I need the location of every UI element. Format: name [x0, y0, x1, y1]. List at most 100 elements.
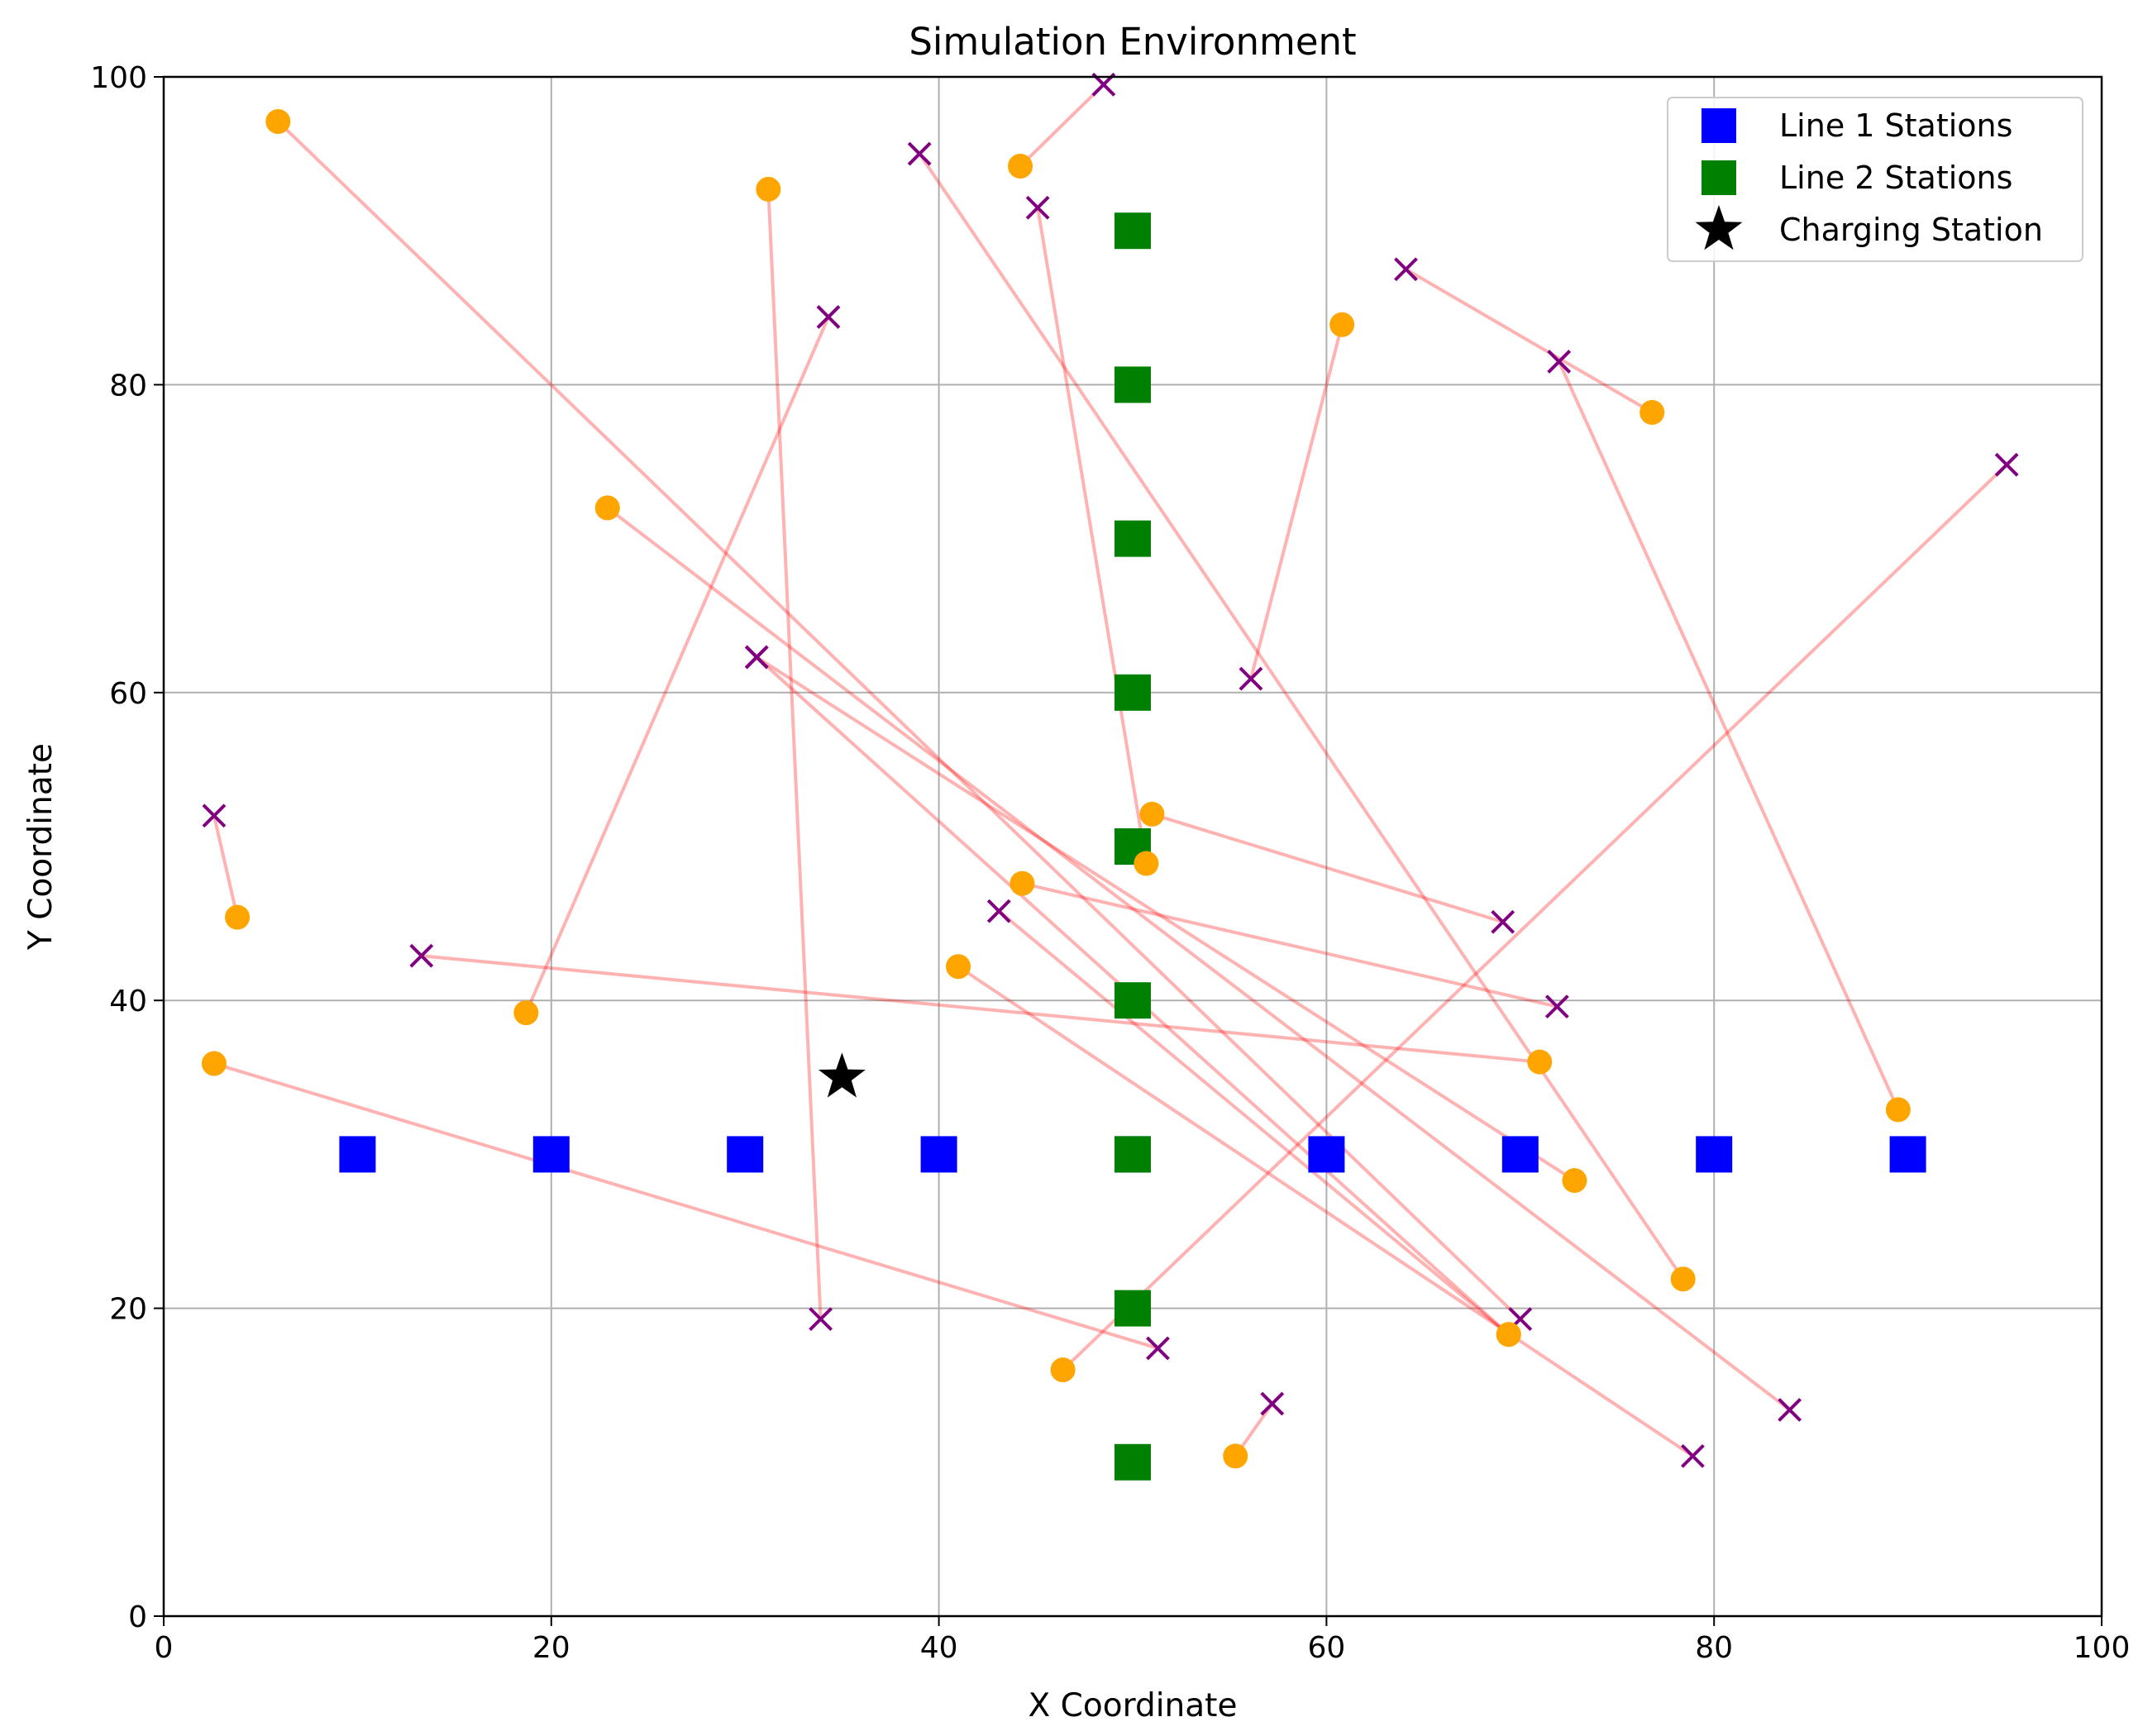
- trip-origin-point: [1562, 1168, 1587, 1194]
- y-tick-label: 40: [109, 985, 147, 1018]
- trip-origin-point: [1639, 399, 1665, 425]
- trip-destination-point: [809, 1307, 833, 1332]
- trip-link: [213, 1061, 1159, 1350]
- trip-origin-point: [1496, 1322, 1521, 1347]
- line1-station-marker: [532, 1136, 570, 1173]
- y-tick-label: 60: [109, 677, 147, 711]
- line1-station-marker: [920, 1136, 957, 1173]
- plot-frame: [162, 75, 2103, 1618]
- line1-station-marker: [727, 1136, 764, 1173]
- x-tick-label: 80: [1695, 1631, 1733, 1665]
- x-tick-label: 40: [920, 1631, 958, 1665]
- legend: Line 1 Stations Line 2 Stations Charging S…: [1667, 97, 2083, 262]
- trip-origin-point: [1223, 1443, 1248, 1469]
- trip-destination-point: [1544, 994, 1569, 1019]
- trip-link: [918, 152, 1685, 1281]
- charging-station-marker: [818, 1052, 866, 1098]
- legend-label-line1: Line 1 Stations: [1779, 107, 2012, 144]
- x-tick-label: 100: [2074, 1631, 2131, 1665]
- trip-origin-point: [1139, 801, 1165, 827]
- axis-ticks: 0 20 40 60 80 100 0 20 40 60 80 100: [90, 61, 2130, 1665]
- trip-link: [606, 506, 1791, 1412]
- line1-station-marker: [1889, 1136, 1926, 1173]
- trip-destination-point: [1260, 1391, 1285, 1416]
- trip-link: [756, 656, 1576, 1182]
- trip-link: [1151, 812, 1504, 924]
- legend-label-line2: Line 2 Stations: [1779, 160, 2012, 196]
- trip-link: [212, 815, 240, 918]
- trip-origin-point: [946, 954, 971, 980]
- trip-origin-point: [1134, 851, 1159, 876]
- trip-origin-point: [756, 176, 781, 202]
- trip-origin-point: [1527, 1049, 1553, 1075]
- trip-link: [766, 188, 823, 1319]
- trip-destination-point: [1491, 909, 1515, 934]
- x-tick-label: 0: [155, 1631, 174, 1665]
- y-tick-label: 80: [109, 369, 147, 403]
- x-tick-label: 60: [1307, 1631, 1345, 1665]
- trip-destination-point: [1239, 666, 1263, 691]
- trip-link: [524, 316, 830, 1013]
- trip-origin-point: [265, 108, 291, 134]
- line1-station-marker: [1308, 1136, 1345, 1173]
- chart-title: Simulation Environment: [909, 20, 1356, 64]
- x-axis-label: X Coordinate: [1029, 1687, 1238, 1724]
- y-tick-label: 0: [128, 1600, 147, 1634]
- trip-origin-point: [1008, 153, 1033, 179]
- y-tick-label: 20: [109, 1293, 147, 1327]
- trip-destination-point: [1994, 452, 2019, 477]
- trip-destination-point: [907, 141, 932, 166]
- stations: [339, 212, 1926, 1481]
- trip-origin-point: [1885, 1097, 1911, 1123]
- trip-points: [201, 72, 2019, 1469]
- trip-destination-point: [816, 305, 841, 329]
- trip-origin-point: [594, 495, 620, 521]
- trip-link: [997, 909, 1511, 1336]
- legend-marker-charging: [1695, 205, 1743, 250]
- x-tick-label: 20: [532, 1631, 570, 1665]
- line2-station-marker: [1114, 1290, 1151, 1327]
- trip-origin-point: [1050, 1357, 1076, 1383]
- trip-origin-point: [1009, 870, 1035, 896]
- line1-station-marker: [1501, 1136, 1539, 1173]
- trip-destination-point: [1778, 1398, 1802, 1422]
- line1-station-marker: [339, 1136, 376, 1173]
- trip-origin-point: [1670, 1266, 1696, 1292]
- line2-station-marker: [1114, 212, 1151, 250]
- line2-station-marker: [1114, 520, 1151, 557]
- trip-destination-point: [202, 804, 227, 828]
- trip-origin-point: [1329, 312, 1355, 337]
- legend-marker-line1: [1702, 108, 1736, 143]
- y-tick-label: 100: [90, 61, 147, 95]
- trip-link: [421, 954, 1540, 1064]
- legend-box: [1667, 97, 2083, 262]
- legend-label-charging: Charging Station: [1779, 212, 2043, 248]
- line2-station-marker: [1114, 1136, 1151, 1173]
- trip-destination-point: [1394, 257, 1418, 282]
- trip-link: [276, 120, 1522, 1321]
- trip-origin-point: [201, 1051, 227, 1076]
- trip-destination-point: [1025, 195, 1050, 220]
- trip-link: [1021, 881, 1558, 1009]
- trip-destination-point: [1681, 1443, 1705, 1468]
- trip-origin-point: [225, 904, 251, 930]
- trip-link: [1062, 463, 2008, 1371]
- trip-destination-point: [986, 899, 1011, 923]
- trip-origin-point: [513, 1000, 539, 1026]
- trip-destination-point: [1547, 350, 1572, 374]
- trip-link: [1557, 360, 1900, 1111]
- line2-station-marker: [1114, 982, 1151, 1019]
- trip-destination-point: [409, 943, 434, 968]
- trip-links: [212, 83, 2008, 1458]
- trip-link: [1249, 324, 1344, 680]
- trip-destination-point: [744, 645, 769, 670]
- line2-station-marker: [1114, 366, 1151, 403]
- line2-station-marker: [1114, 674, 1151, 711]
- y-axis-label: Y Coordinate: [22, 743, 60, 951]
- trip-link: [1019, 83, 1105, 168]
- trip-link: [957, 965, 1694, 1458]
- legend-marker-line2: [1702, 160, 1736, 195]
- trip-link: [1036, 207, 1148, 864]
- trip-destination-point: [1146, 1336, 1170, 1361]
